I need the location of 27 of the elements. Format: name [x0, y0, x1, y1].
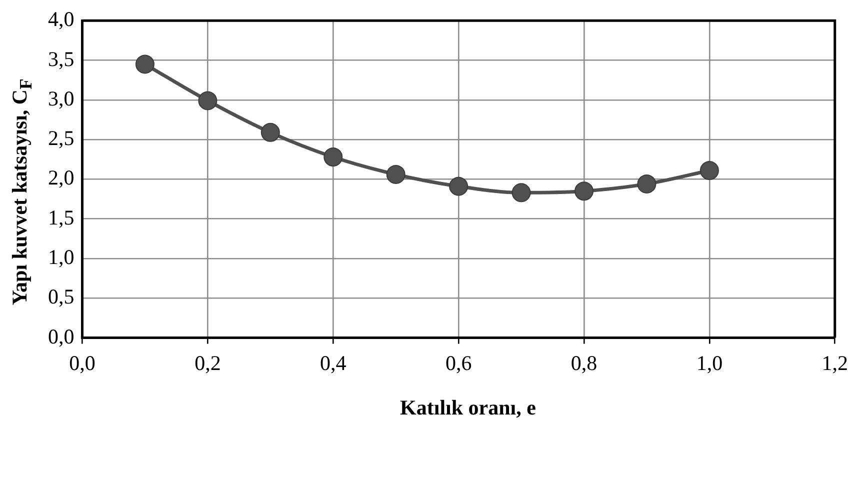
y-tick-label: 2,5	[48, 126, 74, 150]
x-tick-label: 0,6	[445, 350, 472, 375]
x-tick-label: 0,0	[69, 350, 96, 375]
x-tick-label: 0,4	[320, 350, 347, 375]
point	[449, 176, 468, 196]
x-tick-label: 1,2	[822, 350, 848, 375]
y-tick-label: 4,0	[48, 7, 74, 32]
y-tick-label: 2,0	[48, 166, 74, 190]
y-tick-label: 3,0	[48, 86, 74, 110]
point	[574, 182, 594, 201]
x-tick-label: 0,8	[570, 350, 598, 375]
point	[700, 160, 719, 180]
y-tick-label: 1,0	[48, 245, 74, 270]
point	[135, 54, 154, 74]
point	[512, 183, 531, 202]
point	[386, 164, 406, 184]
point	[198, 91, 218, 110]
y-tick-label: 1,5	[48, 205, 74, 230]
x-tick-label: 0,2	[194, 350, 221, 375]
y-tick-label: 0,0	[48, 324, 74, 348]
y-tick-label: 3,5	[48, 46, 74, 71]
x-tick-label: 1,0	[696, 350, 723, 375]
point	[260, 122, 280, 142]
x-axis-title: Katılık oranı, e	[400, 396, 536, 420]
point	[637, 174, 656, 194]
y-tick-label: 0,5	[48, 284, 74, 309]
point	[324, 147, 343, 166]
